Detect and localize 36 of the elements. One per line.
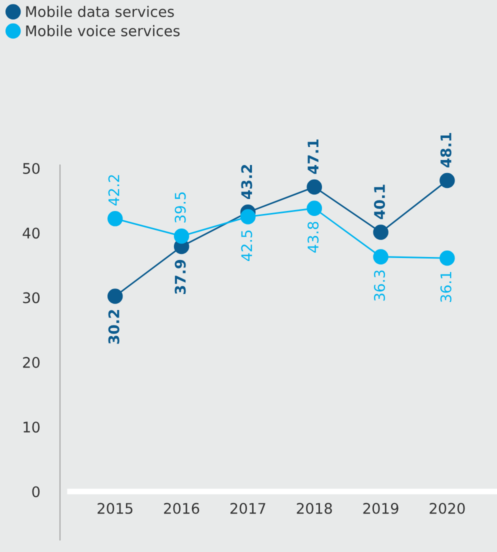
data-label: 47.1 [308, 140, 318, 174]
point [373, 249, 388, 264]
x-tick-label: 2020 [430, 502, 465, 514]
data-label: 48.1 [440, 133, 452, 168]
x-tick-label: 2016 [164, 502, 200, 514]
point [240, 209, 256, 224]
x-tick-label: 2019 [363, 502, 398, 514]
data-label: 42.2 [108, 175, 120, 206]
data-label: 43.2 [241, 164, 252, 200]
y-tick-label: 40 [22, 228, 40, 239]
data-label: 36.3 [374, 270, 386, 301]
x-tick-label: 2017 [230, 502, 266, 514]
y-tick-label: 30 [23, 292, 40, 304]
y-tick-label: 50 [23, 162, 40, 174]
data-label: 43.8 [308, 222, 319, 253]
data-label: 40.1 [374, 184, 386, 220]
point [440, 172, 455, 188]
data-label: 37.9 [174, 260, 186, 294]
y-tick-label: 10 [24, 422, 40, 433]
x-tick-label: 2018 [296, 502, 332, 514]
data-label: 39.5 [174, 192, 186, 223]
point [306, 179, 322, 195]
point [440, 250, 455, 266]
point [373, 224, 388, 240]
legend-label: Mobile voice services [26, 25, 180, 36]
y-tick-label: 0 [32, 486, 40, 498]
y-tick-label: 20 [23, 356, 40, 368]
data-label: 42.5 [241, 230, 252, 261]
data-label: 36.1 [440, 272, 452, 302]
point [107, 211, 123, 226]
x-tick-label: 2015 [98, 502, 132, 514]
data-label: 30.2 [108, 310, 120, 344]
point [107, 288, 123, 304]
point [306, 200, 322, 216]
point [174, 228, 190, 244]
legend-label: Mobile data services [26, 6, 174, 18]
